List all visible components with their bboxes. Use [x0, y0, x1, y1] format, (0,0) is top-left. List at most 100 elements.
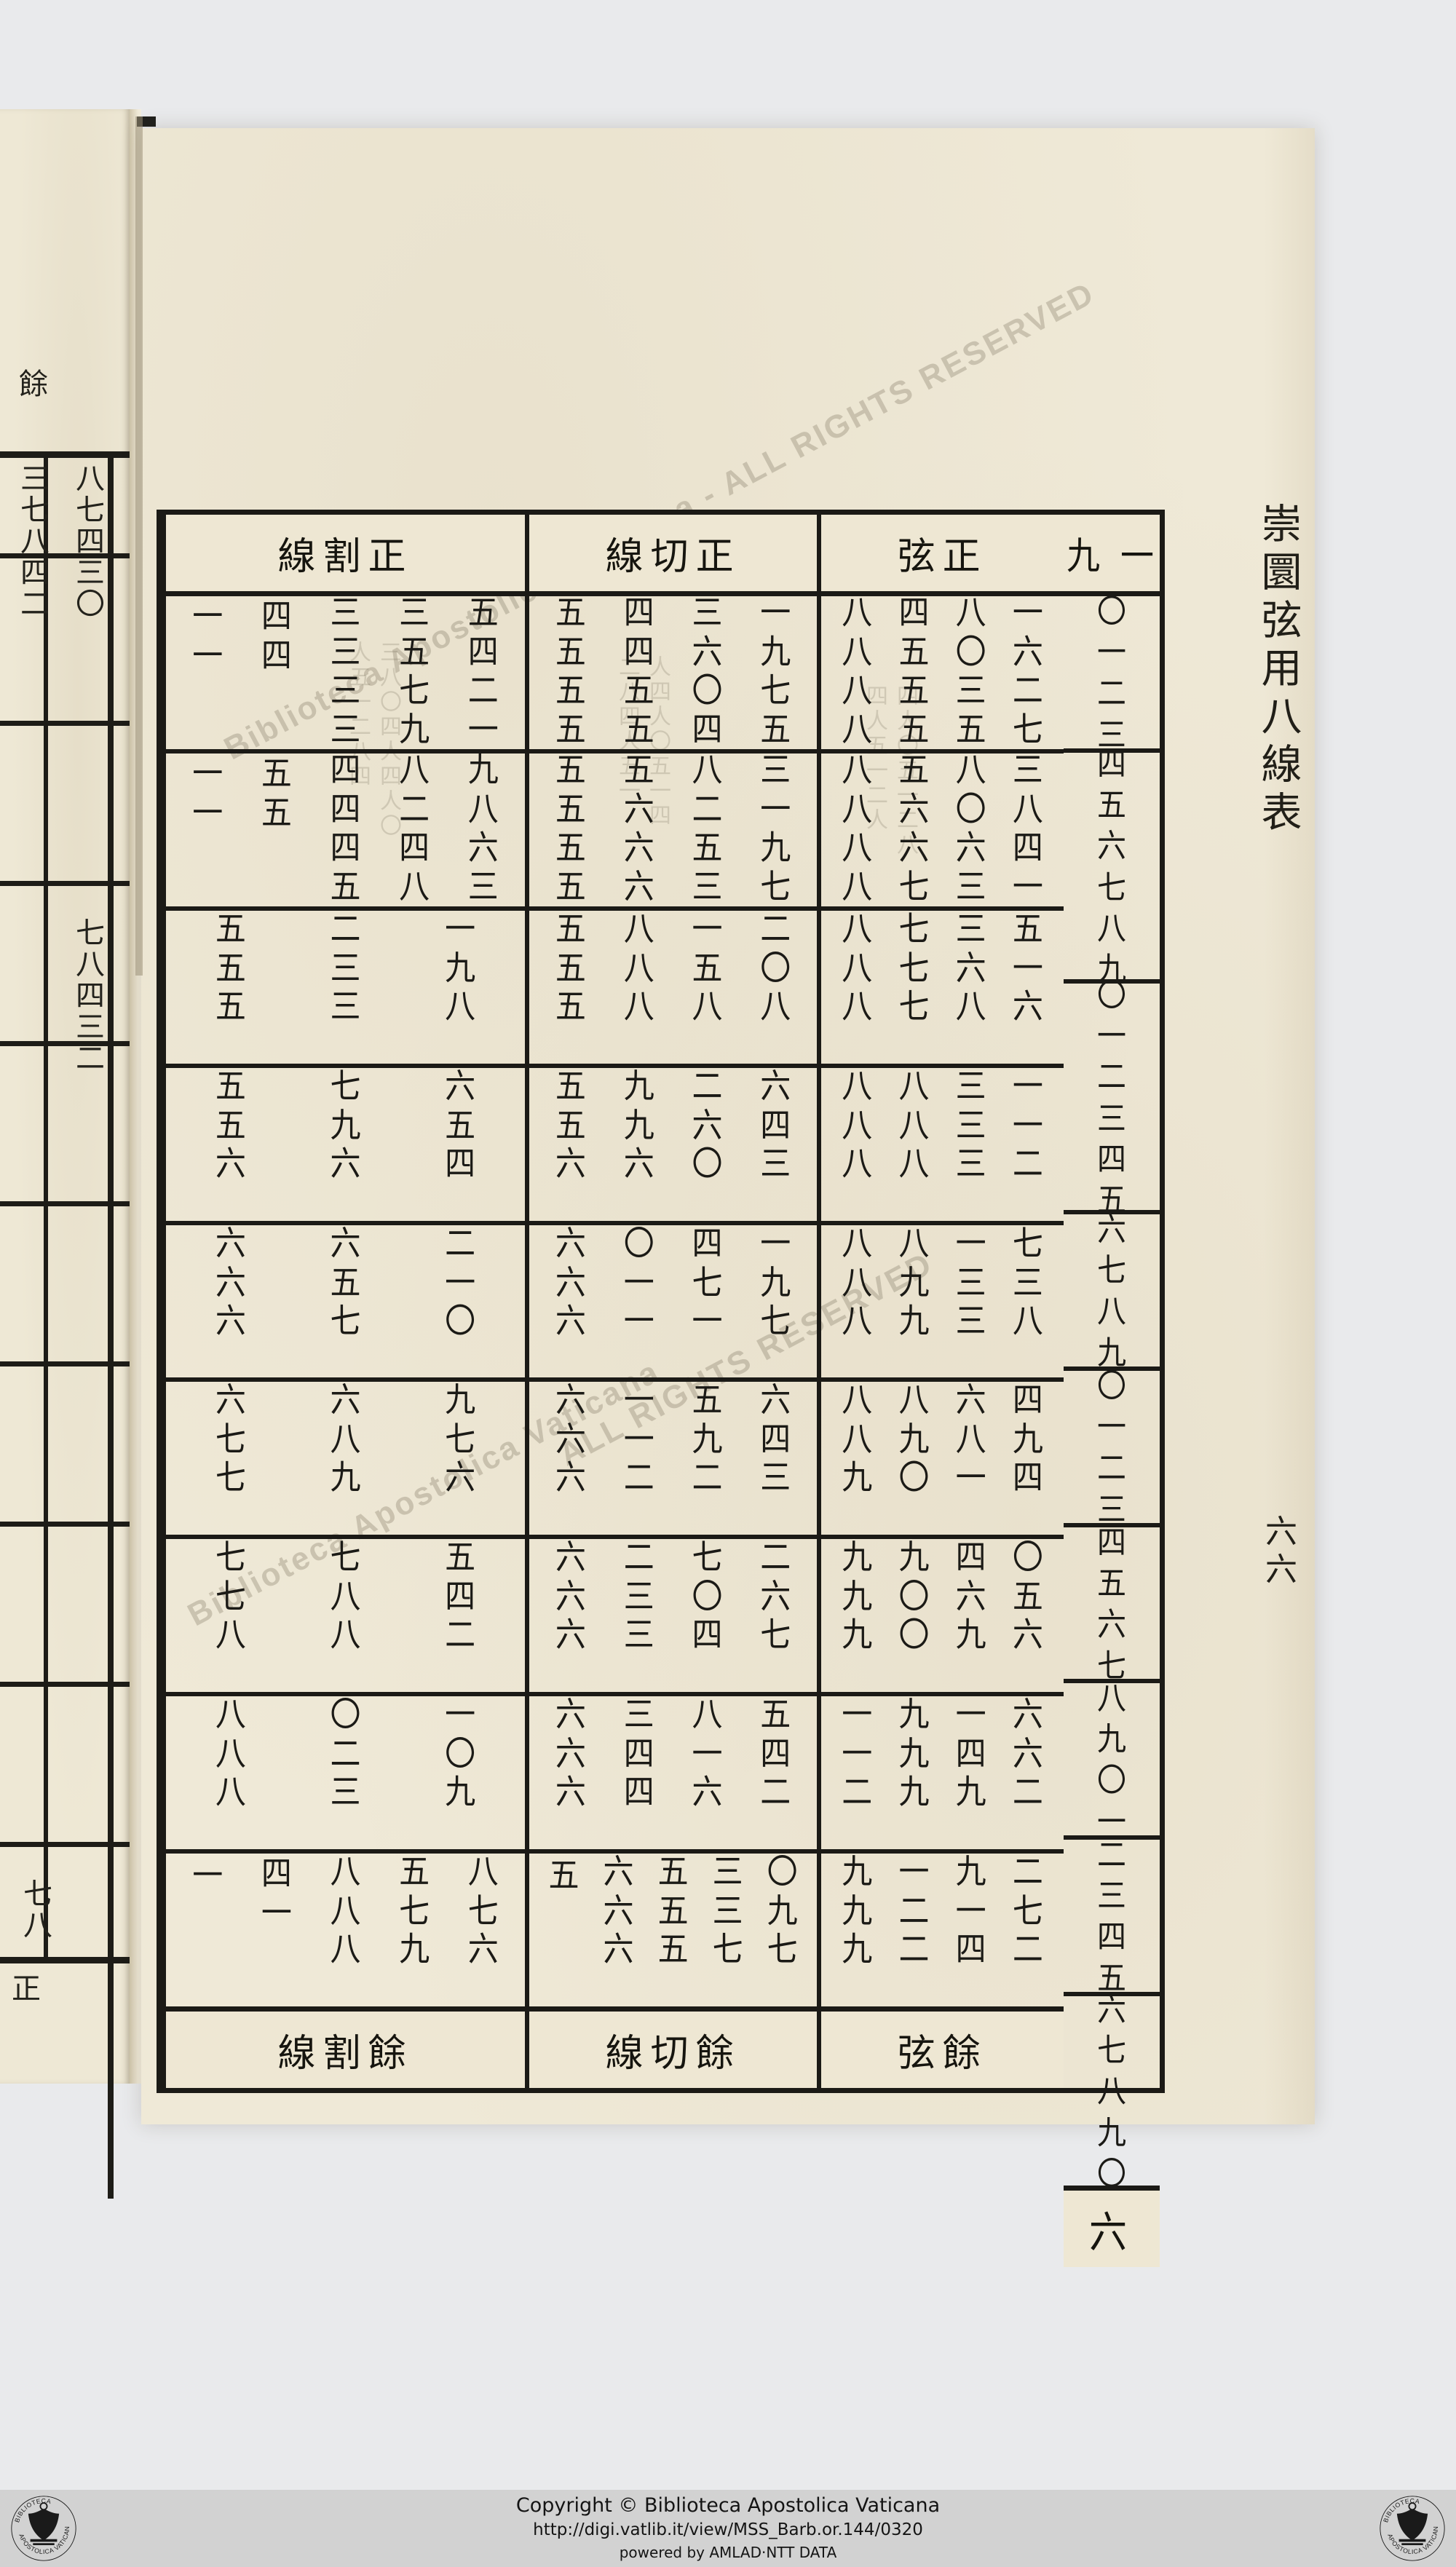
numeral-glyph: 五: [898, 671, 930, 711]
numeral-glyph: 九: [898, 1773, 930, 1812]
numeral-glyph: 九: [623, 1066, 654, 1106]
numeral-glyph: 八: [898, 1104, 930, 1144]
numeral-glyph: 八: [842, 986, 873, 1027]
numeral-glyph: 七: [767, 1929, 798, 1969]
numeral-glyph: 五: [657, 1891, 689, 1931]
table-block: 六四三 二六〇 九九六 五五六: [529, 1066, 818, 1225]
numeral-glyph: 七: [760, 1301, 791, 1341]
numeral-glyph: 三: [330, 671, 361, 711]
numeral-glyph: 四: [467, 631, 499, 671]
source-url[interactable]: http://digi.vatlib.it/view/MSS_Barb.or.1…: [533, 2520, 923, 2539]
numeral-glyph: 九: [842, 1576, 873, 1616]
numeral-glyph: 八: [1012, 1301, 1043, 1341]
digit-column: 六七八九: [1071, 1211, 1152, 1372]
numeral-glyph: 一: [760, 1223, 791, 1263]
numeral-glyph: 五: [898, 709, 930, 749]
binding-shadow: [135, 116, 143, 976]
numeral-glyph: 五: [261, 792, 292, 832]
numeral-glyph: 九: [692, 1419, 723, 1459]
recto-page: [141, 128, 1315, 2124]
numeral-glyph: 三: [760, 1144, 791, 1184]
powered-by-line: powered by AMLAD·NTT DATA: [619, 2544, 837, 2561]
digit-column: 八九〇一: [1071, 1680, 1152, 1840]
numeral-glyph: 三: [330, 709, 361, 749]
numeral-glyph: 二: [898, 1929, 930, 1969]
numeral-glyph: 三: [955, 671, 986, 711]
numeral-glyph: 五: [330, 1262, 361, 1302]
numeral-glyph: 〇: [955, 788, 986, 828]
table-block: 〇一二三四五: [1064, 977, 1160, 1219]
numeral-glyph: 一: [898, 1851, 930, 1891]
numeral-glyph: 一: [623, 1419, 654, 1459]
table-block: 三一九七 八二五三 五六六六 五五五五: [529, 750, 818, 911]
numeral-glyph: 九: [898, 1419, 930, 1459]
numeral-glyph: 五: [555, 788, 586, 828]
numeral-glyph: 二: [623, 1458, 654, 1498]
numeral-glyph: 三: [1097, 716, 1126, 754]
numeral-glyph: 三: [399, 593, 430, 633]
numeral-glyph: 七: [1097, 2032, 1126, 2070]
numeral-glyph: 三: [330, 631, 361, 671]
numeral-glyph: 六: [467, 828, 499, 868]
numeral-glyph: 〇: [445, 1733, 476, 1773]
table-block: 六七八九: [1064, 1211, 1160, 1372]
numeral-glyph: 六: [215, 1301, 246, 1341]
numeral-glyph: 六: [955, 1576, 986, 1616]
numeral-glyph: 五: [692, 828, 723, 868]
numeral-glyph: 一: [760, 593, 791, 633]
numeral-glyph: 九: [842, 1537, 873, 1577]
numeral-glyph: 五: [555, 750, 586, 789]
numeral-glyph: 五: [555, 709, 586, 749]
numeral-glyph: 一: [192, 596, 223, 636]
numeral-glyph: 〇: [760, 947, 791, 987]
numeral-glyph: 九: [842, 1929, 873, 1969]
numeral-glyph: 八: [898, 1144, 930, 1184]
numeral-glyph: 七: [330, 1537, 361, 1577]
verso-column: 三七八四二: [15, 463, 49, 620]
numeral-glyph: 五: [555, 671, 586, 711]
numeral-glyph: 〇: [1097, 976, 1126, 1014]
numeral-glyph: 三: [330, 947, 361, 987]
numeral-glyph: 八: [842, 593, 873, 633]
numeral-glyph: 六: [555, 1694, 586, 1734]
table-block: 四五六七: [1064, 1524, 1160, 1684]
rule: [0, 1361, 130, 1366]
numeral-glyph: 九: [955, 1851, 986, 1891]
table-block: 一九七五 三六〇四 四四五五 五五五五: [529, 593, 818, 754]
numeral-glyph: 九: [898, 1733, 930, 1773]
numeral-glyph: 五: [261, 753, 292, 793]
numeral-glyph: 七: [215, 1576, 246, 1616]
header-char: 九: [1067, 533, 1103, 578]
numeral-glyph: 一: [955, 1694, 986, 1734]
numeral-glyph: 九: [467, 750, 499, 789]
numeral-glyph: 二: [1012, 1144, 1043, 1184]
numeral-glyph: 〇: [445, 1301, 476, 1341]
table-footer-cosine: 弦餘: [821, 2006, 1064, 2088]
column-group-index: 一 九 〇一二三 四五六七八九 〇一二三四五 六七八九 〇一二三 四五六七 八九…: [1064, 515, 1160, 2267]
table-block: 五四二 八一六 三四四 六六六: [529, 1694, 818, 1854]
table-block: 六六二 一四九 九九九 一一二: [821, 1694, 1064, 1854]
numeral-glyph: 一: [1012, 593, 1043, 633]
table-header-cell-index: 一 九: [1064, 515, 1160, 596]
numeral-glyph: 五: [760, 709, 791, 749]
numeral-glyph: 三: [955, 1066, 986, 1106]
numeral-glyph: 四: [623, 1773, 654, 1812]
verso-header-label: 餘: [14, 368, 47, 400]
numeral-glyph: 八: [842, 750, 873, 789]
manuscript-spread: 餘 正 八七四三〇 三七八四二 七八四三二 七八 三八〇四人四人〇 人五一二八四…: [0, 109, 1315, 2267]
numeral-glyph: 八: [215, 1615, 246, 1656]
numeral-glyph: 九: [445, 1380, 476, 1420]
numeral-glyph: 三: [692, 866, 723, 906]
numeral-glyph: 三: [330, 1773, 361, 1812]
numeral-glyph: 六: [760, 1576, 791, 1616]
numeral-glyph: 六: [760, 1066, 791, 1106]
numeral-glyph: 五: [1097, 786, 1126, 824]
numeral-glyph: 六: [603, 1891, 634, 1931]
numeral-glyph: 五: [692, 1380, 723, 1420]
numeral-glyph: 九: [1097, 2114, 1126, 2151]
rule: [0, 1842, 130, 1847]
numeral-glyph: 七: [330, 1066, 361, 1106]
numeral-glyph: 一: [955, 1223, 986, 1263]
numeral-glyph: 二: [399, 788, 430, 828]
digit-column: 〇一二三: [1071, 593, 1152, 754]
